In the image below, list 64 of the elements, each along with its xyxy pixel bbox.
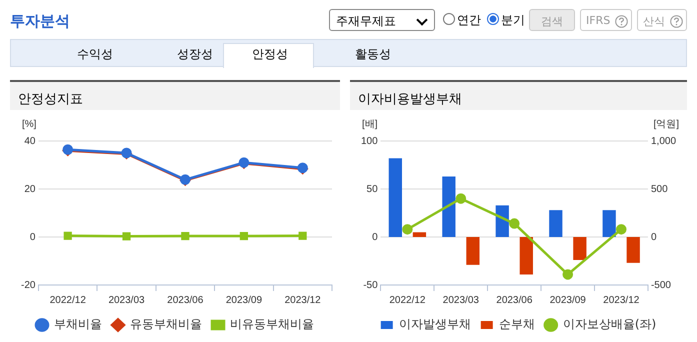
text: 활동성 xyxy=(354,46,392,63)
text: 연간 xyxy=(457,12,481,29)
text: IFRS xyxy=(580,9,632,31)
point xyxy=(240,232,248,240)
x-tick-label: 2023/06 xyxy=(167,294,204,306)
y-axis-title: [배] xyxy=(362,118,378,130)
x-tick-label: 2023/09 xyxy=(226,294,262,306)
legend-label: 비유동부채비율 xyxy=(230,317,314,332)
point xyxy=(122,232,131,240)
bar xyxy=(602,210,616,237)
bar xyxy=(520,237,533,274)
chart-title: 이자비용발생부채 xyxy=(350,80,687,110)
x-tick-label: 2023/06 xyxy=(496,294,533,306)
legend-label: 순부채 xyxy=(498,317,535,332)
y2-axis-title: [억원] xyxy=(653,118,680,130)
bar xyxy=(549,210,562,237)
x-tick-label: 2023/12 xyxy=(284,294,322,306)
y-tick-label: 0 xyxy=(30,232,36,243)
text: 수익성 xyxy=(76,46,114,63)
legend-label: 이자보상배율(좌) xyxy=(562,317,656,332)
text: 성장성 xyxy=(176,46,214,63)
bar xyxy=(626,237,640,263)
y-tick-label: 0 xyxy=(372,232,378,243)
y-tick-label: 50 xyxy=(366,184,378,195)
bar xyxy=(412,232,426,237)
y-tick-label: 100 xyxy=(360,136,378,147)
text: 안정성 xyxy=(251,46,289,63)
text: 주재무제표 xyxy=(329,9,435,31)
x-tick-label: 2022/12 xyxy=(50,294,86,306)
text: 산식 xyxy=(637,9,687,31)
text: 투자분석 xyxy=(10,12,70,31)
bar xyxy=(442,176,456,237)
point xyxy=(402,224,413,235)
point xyxy=(616,224,626,235)
y-axis-title: [%] xyxy=(22,118,37,130)
y2-tick-label: 1,000 xyxy=(650,136,676,147)
legend-label: 유동부채비율 xyxy=(130,317,202,332)
point xyxy=(64,232,72,240)
bar xyxy=(388,158,402,237)
point xyxy=(562,269,574,280)
x-tick-label: 2023/03 xyxy=(108,294,146,306)
y-tick-label: -20 xyxy=(21,280,36,291)
y-tick-label: 20 xyxy=(24,184,36,195)
chart-title: 안정성지표 xyxy=(10,80,340,110)
y2-tick-label: -500 xyxy=(650,280,672,291)
bar xyxy=(573,237,586,260)
point xyxy=(509,218,520,229)
point xyxy=(298,232,307,240)
y-tick-label: 40 xyxy=(24,136,36,147)
y-tick-label: -50 xyxy=(363,280,378,291)
legend-label: 부채비율 xyxy=(54,317,102,332)
point xyxy=(181,232,190,240)
y2-tick-label: 500 xyxy=(650,184,668,195)
y2-tick-label: 0 xyxy=(650,232,657,243)
x-tick-label: 2023/12 xyxy=(603,294,640,306)
x-tick-label: 2023/03 xyxy=(442,294,480,306)
text: 분기 xyxy=(501,12,525,29)
point xyxy=(456,193,466,204)
legend-label: 이자발생부채 xyxy=(398,317,471,332)
bar xyxy=(496,205,509,237)
x-tick-label: 2022/12 xyxy=(389,294,426,306)
text: 검색 xyxy=(529,9,575,31)
x-tick-label: 2023/09 xyxy=(550,294,586,306)
bar xyxy=(466,237,480,265)
